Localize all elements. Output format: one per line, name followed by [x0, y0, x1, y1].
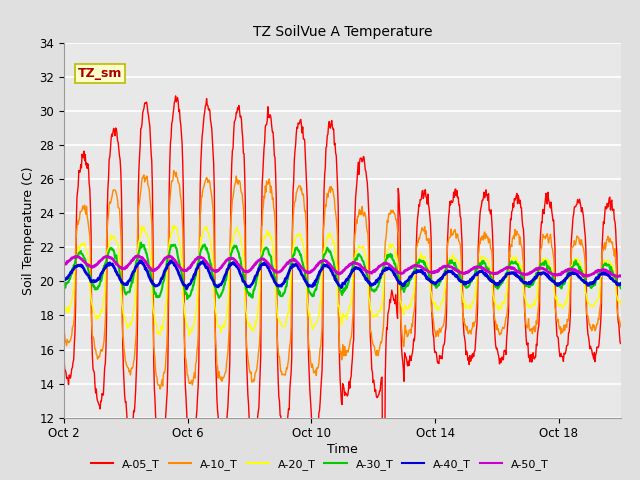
X-axis label: Time: Time: [327, 443, 358, 456]
Title: TZ SoilVue A Temperature: TZ SoilVue A Temperature: [253, 25, 432, 39]
Y-axis label: Soil Temperature (C): Soil Temperature (C): [22, 166, 35, 295]
Legend: A-05_T, A-10_T, A-20_T, A-30_T, A-40_T, A-50_T: A-05_T, A-10_T, A-20_T, A-30_T, A-40_T, …: [86, 455, 554, 474]
Text: TZ_sm: TZ_sm: [78, 67, 122, 80]
